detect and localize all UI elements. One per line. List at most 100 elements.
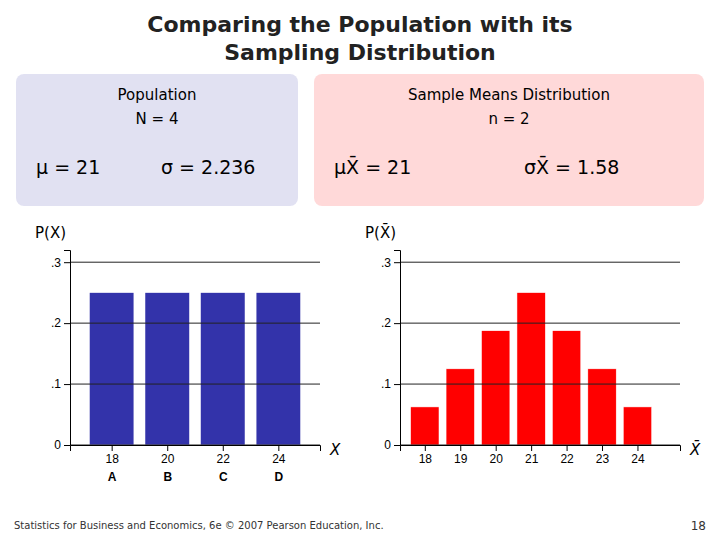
x-tick: 24 D (272, 445, 286, 484)
grid-line (70, 262, 320, 263)
x-tick: 22 (560, 445, 574, 466)
tick-sublabel: B (163, 470, 172, 484)
y-axis-title: P(X) (35, 224, 66, 242)
tick-label: 23 (596, 452, 610, 466)
x-tick: 22 C (217, 445, 231, 484)
y-tick: .3 (51, 256, 70, 270)
x-tick: 21 (525, 445, 539, 466)
bar (89, 293, 133, 445)
chart-panel: Population N = 4 μ = 21 σ = 2.236 0 .1 .2 .3 18 A… (16, 74, 341, 484)
tick-label: 22 (217, 452, 231, 466)
box-subtitle: N = 4 (136, 110, 179, 128)
x-tick: 20 (490, 445, 504, 466)
x-tick: 18 (419, 445, 433, 466)
axis-line (394, 251, 401, 446)
tick-label: 21 (525, 452, 539, 466)
tick-label: 18 (419, 452, 433, 466)
y-tick: .1 (381, 377, 400, 391)
axis-line (401, 446, 681, 452)
tick-label: .1 (381, 377, 391, 391)
axis-line (71, 446, 321, 452)
grid (70, 262, 320, 445)
box-title: Sample Means Distribution (408, 86, 610, 104)
box-annotation: σX̄ = 1.58 (524, 155, 619, 178)
tick-mark (394, 262, 400, 263)
x-tick: 24 (631, 445, 645, 466)
y-tick: 0 (384, 438, 400, 452)
info-box (16, 74, 298, 206)
tick-label: .3 (51, 256, 61, 270)
page-number: 18 (691, 519, 706, 533)
chart-panel: Sample Means Distribution n = 2 μX̄ = 21 σX… (314, 74, 704, 466)
bar (201, 293, 245, 445)
tick-label: 0 (384, 438, 391, 452)
bars (411, 293, 652, 445)
tick-label: .1 (51, 377, 61, 391)
bar (517, 293, 545, 445)
x-tick: 18 A (105, 445, 119, 484)
chart-root: Comparing the Population with itsSamplin… (0, 0, 720, 540)
x-axis: 18 19 20 21 22 23 24 (401, 445, 681, 466)
x-axis-title: X (329, 441, 341, 459)
box-subtitle: n = 2 (488, 110, 529, 128)
grid-line (400, 384, 680, 385)
bar (256, 293, 300, 445)
bar (145, 293, 189, 445)
tick-mark (64, 323, 70, 324)
bar (482, 331, 510, 445)
tick-sublabel: A (108, 470, 117, 484)
tick-mark (394, 323, 400, 324)
grid-line (70, 445, 320, 446)
tick-sublabel: D (274, 470, 283, 484)
box-annotation: σ = 2.236 (161, 156, 255, 178)
y-tick: .1 (51, 377, 70, 391)
tick-sublabel: C (219, 470, 228, 484)
grid-line (400, 262, 680, 263)
tick-label: 18 (105, 452, 119, 466)
info-box (314, 74, 704, 206)
tick-label: 24 (631, 452, 645, 466)
tick-mark (394, 445, 400, 446)
tick-mark (567, 445, 568, 451)
tick-mark (64, 384, 70, 385)
tick-label: 19 (454, 452, 468, 466)
bar (552, 331, 580, 445)
y-axis: 0 .1 .2 .3 (51, 251, 71, 453)
box-annotation: μ = 21 (36, 156, 100, 178)
bar (411, 407, 439, 445)
tick-label: 20 (161, 452, 175, 466)
x-tick: 20 B (161, 445, 175, 484)
bar (588, 369, 616, 445)
box-title: Population (118, 86, 197, 104)
grid (400, 262, 680, 445)
bar (623, 407, 651, 445)
tick-label: 24 (272, 452, 286, 466)
grid-line (400, 445, 680, 446)
x-tick: 19 (454, 445, 468, 466)
grid-line (400, 323, 680, 324)
y-tick: 0 (54, 438, 70, 452)
tick-mark (496, 445, 497, 451)
footer: Statistics for Business and Economics, 6… (14, 520, 384, 531)
y-tick: .2 (51, 316, 70, 330)
tick-label: 20 (490, 452, 504, 466)
grid-line (70, 323, 320, 324)
tick-mark (64, 262, 70, 263)
tick-label: 0 (54, 438, 61, 452)
tick-label: .2 (51, 316, 61, 330)
x-tick: 23 (596, 445, 610, 466)
y-axis-title: P(X̄) (365, 223, 396, 242)
grid-line (70, 384, 320, 385)
axis-line (64, 251, 71, 446)
x-axis: 18 A 20 B 22 C 24 D (71, 445, 321, 484)
box-annotation: μX̄ = 21 (334, 155, 411, 178)
tick-mark (278, 445, 279, 451)
title: Comparing the Population with its (147, 12, 572, 37)
x-axis-title: X̄ (689, 440, 701, 459)
tick-label: .2 (381, 316, 391, 330)
tick-label: 22 (560, 452, 574, 466)
tick-mark (167, 445, 168, 451)
tick-mark (223, 445, 224, 451)
tick-mark (394, 384, 400, 385)
bar (446, 369, 474, 445)
